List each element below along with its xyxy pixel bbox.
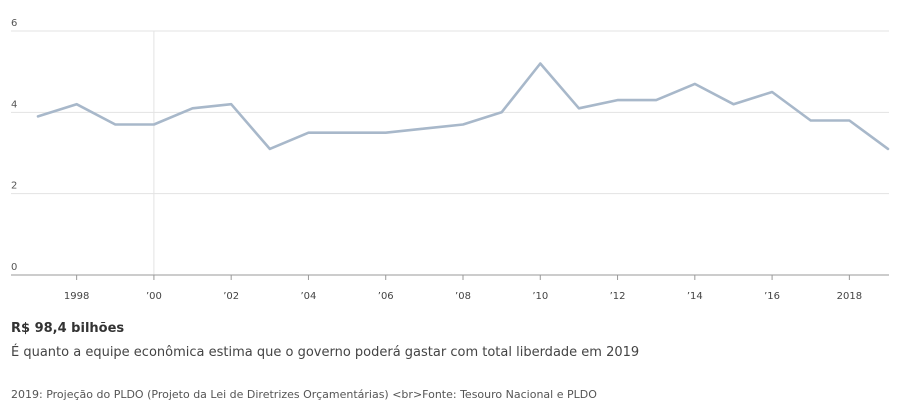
data-point-2008[interactable] [460, 122, 466, 128]
line-chart: 0 2 4 6 1998 ’00 ’02 ’04 ’06 ’08 ’10 ’12 ’14 ’16 2018 [11, 18, 891, 302]
data-point-2003[interactable] [267, 146, 273, 152]
source-footnote: 2019: Projeção do PLDO (Projeto da Lei d… [11, 388, 597, 401]
series-layer [35, 61, 891, 152]
subtitle: É quanto a equipe econômica estima que o… [11, 345, 640, 360]
data-point-2004[interactable] [305, 130, 311, 136]
data-point-2013[interactable] [653, 97, 659, 103]
grid-lines [11, 30, 889, 275]
y-axis: 0 2 4 6 [11, 18, 17, 273]
data-point-2018[interactable] [846, 117, 852, 123]
headline: R$ 98,4 bilhões [11, 321, 125, 336]
x-tick-label: ’02 [223, 291, 239, 302]
data-point-2012[interactable] [615, 97, 621, 103]
data-point-2000[interactable] [151, 122, 157, 128]
data-point-1999[interactable] [112, 122, 118, 128]
data-point-2010[interactable] [537, 61, 543, 67]
y-tick-label: 0 [11, 262, 17, 273]
x-tick-label: ’00 [146, 291, 162, 302]
data-point-2015[interactable] [730, 101, 736, 107]
series-line-0 [36, 62, 890, 151]
y-tick-label: 2 [11, 181, 17, 192]
x-tick-label: 1998 [64, 291, 89, 302]
data-point-2011[interactable] [576, 105, 582, 111]
data-point-2017[interactable] [808, 117, 814, 123]
y-tick-label: 4 [11, 99, 17, 110]
x-tick-label: ’12 [610, 291, 626, 302]
y-tick-label: 6 [11, 18, 17, 29]
x-tick-label: ’14 [687, 291, 703, 302]
data-point-2007[interactable] [421, 126, 427, 132]
x-tick-label: ’16 [764, 291, 780, 302]
data-point-2005[interactable] [344, 130, 350, 136]
data-point-1998[interactable] [74, 101, 80, 107]
x-tick-label: ’08 [455, 291, 471, 302]
data-point-2006[interactable] [383, 130, 389, 136]
x-tick-label: ’04 [301, 291, 317, 302]
x-tick-label: ’10 [532, 291, 548, 302]
data-point-2016[interactable] [769, 89, 775, 95]
x-axis: 1998 ’00 ’02 ’04 ’06 ’08 ’10 ’12 ’14 ’16 2018 [11, 274, 889, 302]
data-point-2002[interactable] [228, 101, 234, 107]
data-point-1997[interactable] [35, 113, 41, 119]
x-tick-label: 2018 [837, 291, 862, 302]
data-point-2019[interactable] [885, 146, 891, 152]
data-point-2009[interactable] [499, 109, 505, 115]
x-tick-label: ’06 [378, 291, 394, 302]
data-point-2001[interactable] [190, 105, 196, 111]
data-point-2014[interactable] [692, 81, 698, 87]
